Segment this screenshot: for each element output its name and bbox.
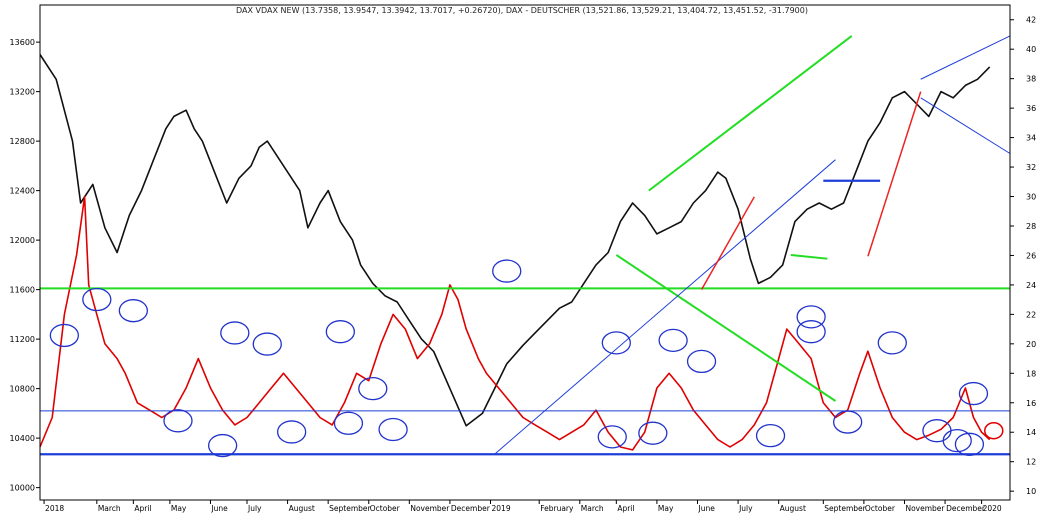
red-trend-line <box>867 91 922 257</box>
blue-highlight-circle <box>378 417 408 442</box>
plot-frame <box>39 4 1011 501</box>
x-axis-tick-label: 2019 <box>492 504 511 513</box>
right-axis-tick-label: 10 <box>1026 487 1036 496</box>
blue-highlight-circle <box>252 332 282 356</box>
vdax-volatility-line <box>39 195 991 451</box>
chart-title: DAX VDAX NEW (13.7358, 13.9547, 13.3942,… <box>236 6 808 15</box>
x-axis-tick-label: September <box>824 504 866 513</box>
blue-highlight-circle <box>118 299 148 323</box>
blue-highlight-circle <box>755 423 786 448</box>
right-axis-tick-label: 34 <box>1026 134 1036 143</box>
x-axis-tick-label: October <box>865 504 896 513</box>
blue-highlight-circle <box>686 349 717 374</box>
left-axis-tick-label: 11200 <box>10 335 35 344</box>
blue-highlight-circle <box>325 320 355 344</box>
blue-trend-line <box>494 159 836 455</box>
x-axis-tick-label: May <box>171 504 187 513</box>
blue-highlight-circle <box>833 410 863 434</box>
blue-highlight-circle <box>163 409 193 433</box>
x-axis-tick-label: June <box>210 504 228 513</box>
right-axis-tick-label: 38 <box>1026 75 1036 84</box>
left-axis-tick-label: 12000 <box>10 236 35 245</box>
right-axis-tick-label: 26 <box>1026 251 1036 260</box>
x-axis-tick-label: February <box>540 504 574 513</box>
blue-highlight-circle <box>207 433 238 458</box>
right-axis-tick-label: 40 <box>1026 45 1036 54</box>
left-axis-tick-label: 12800 <box>10 137 35 146</box>
blue-highlight-circle <box>276 420 307 444</box>
blue-highlight-circle <box>958 381 989 406</box>
x-axis-tick-label: November <box>905 504 945 513</box>
right-axis-tick-label: 28 <box>1026 222 1036 231</box>
x-axis-tick-label: December <box>451 504 491 513</box>
x-axis-tick-label: 2018 <box>45 504 64 513</box>
left-axis-tick-label: 10800 <box>10 385 35 394</box>
red-trend-line <box>700 196 755 290</box>
right-axis-tick-label: 36 <box>1026 104 1036 113</box>
blue-highlight-circle <box>638 421 668 445</box>
blue-highlight-circle <box>358 376 388 401</box>
left-axis: 10000 10400 10800 11200 11600 12000 12400 12800… <box>10 38 40 493</box>
blue-highlight-circle <box>796 320 826 344</box>
left-axis-tick-label: 10000 <box>10 484 35 493</box>
blue-highlight-circle <box>333 411 364 435</box>
right-axis-tick-label: 18 <box>1026 369 1036 378</box>
x-axis-tick-label: March <box>581 504 604 513</box>
red-highlight-circle <box>984 421 1004 440</box>
right-axis-tick-label: 12 <box>1026 458 1036 467</box>
left-axis-tick-label: 13600 <box>10 38 35 47</box>
left-axis-tick-label: 12400 <box>10 187 35 196</box>
dax-price-line <box>39 54 991 427</box>
x-axis-tick-label: June <box>697 504 715 513</box>
blue-trend-line <box>920 97 1011 154</box>
blue-highlight-circle <box>82 287 112 312</box>
x-axis-tick-label: November <box>410 504 450 513</box>
blue-highlight-circle <box>658 328 688 353</box>
left-axis-tick-label: 11600 <box>10 286 35 295</box>
blue-highlight-circle <box>942 428 972 453</box>
green-trend-line <box>615 254 837 402</box>
blue-highlight-circle <box>877 331 907 355</box>
right-axis-tick-label: 16 <box>1026 399 1036 408</box>
blue-highlight-circle <box>597 425 627 449</box>
green-trend-line <box>790 253 828 260</box>
x-axis-tick-label: December <box>946 504 986 513</box>
x-axis-tick-label: July <box>738 504 753 513</box>
right-axis-tick-label: 22 <box>1026 310 1036 319</box>
right-axis-tick-label: 14 <box>1026 428 1036 437</box>
right-axis-tick-label: 42 <box>1026 16 1036 25</box>
right-axis-tick-label: 32 <box>1026 163 1036 172</box>
x-axis-tick-label: April <box>134 504 151 513</box>
blue-highlight-circle <box>492 259 522 283</box>
x-axis-tick-label: March <box>98 504 121 513</box>
left-axis-tick-label: 13200 <box>10 88 35 97</box>
x-axis-tick-label: July <box>247 504 262 513</box>
right-axis-tick-label: 20 <box>1026 340 1036 349</box>
x-axis-tick-label: August <box>289 504 315 513</box>
blue-highlight-circle <box>220 321 250 345</box>
x-axis-tick-label: April <box>617 504 634 513</box>
blue-highlight-circle <box>954 432 985 456</box>
x-axis: 2018 March April May June July August September… <box>43 500 1002 513</box>
x-axis-tick-label: October <box>370 504 401 513</box>
right-axis: 10 12 14 16 18 20 22 24 26 28 30 32 34 36 38 40 42 <box>1010 16 1036 496</box>
green-trend-line <box>648 35 853 192</box>
x-axis-tick-label: 2020 <box>983 504 1002 513</box>
annotations-layer <box>40 35 1011 458</box>
blue-trend-line <box>920 35 1011 80</box>
x-axis-tick-label: May <box>658 504 674 513</box>
blue-highlight-circle <box>796 305 826 329</box>
blue-highlight-circle <box>49 323 80 348</box>
right-axis-tick-label: 30 <box>1026 193 1036 202</box>
blue-highlight-circle <box>601 331 631 355</box>
x-axis-tick-label: September <box>329 504 371 513</box>
left-axis-tick-label: 10400 <box>10 434 35 443</box>
right-axis-tick-label: 24 <box>1026 281 1036 290</box>
x-axis-tick-label: August <box>780 504 806 513</box>
series-layer <box>39 54 991 451</box>
